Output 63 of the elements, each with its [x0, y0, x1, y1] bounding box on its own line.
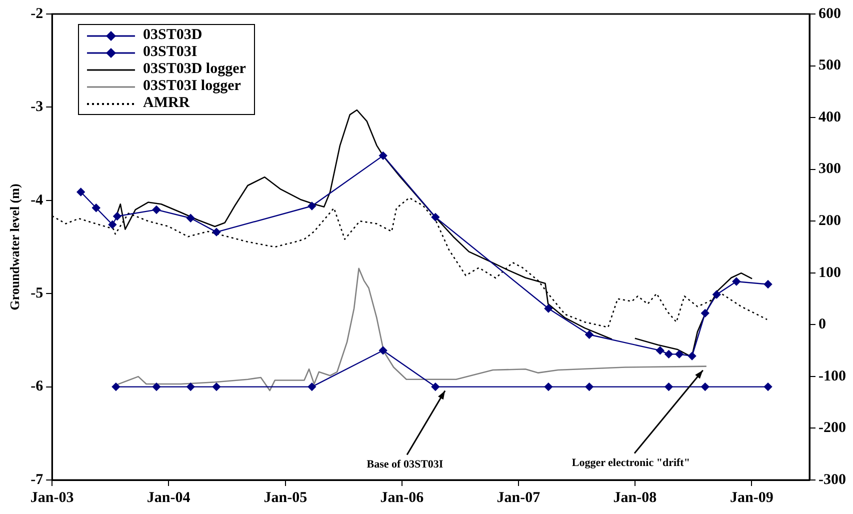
- point: [152, 206, 161, 214]
- y2-tick-label: 500: [818, 58, 842, 74]
- annotation: Logger electronic "drift": [572, 457, 690, 470]
- point: [308, 382, 316, 391]
- y-tick-label: -4: [30, 192, 44, 208]
- point: [688, 352, 696, 360]
- y2-tick-label: 200: [818, 212, 842, 229]
- point: [76, 188, 85, 196]
- legend-label: 03ST03I logger: [143, 78, 241, 95]
- point: [664, 382, 673, 391]
- point: [378, 346, 388, 355]
- point: [712, 290, 721, 299]
- point: [431, 213, 440, 222]
- point: [764, 382, 772, 391]
- legend-label: 03ST03I: [143, 44, 198, 61]
- point: [544, 382, 553, 391]
- x-tick-label: Jan-03: [30, 490, 74, 506]
- point: [585, 330, 594, 339]
- x-tick-label: Jan-04: [146, 490, 191, 506]
- legend-label: AMRR: [143, 95, 190, 112]
- x-tick-label: Jan-07: [496, 490, 541, 506]
- y-tick-label: -3: [30, 99, 44, 116]
- point: [152, 382, 161, 391]
- x-tick-label: Jan-09: [730, 490, 774, 506]
- point: [431, 382, 440, 391]
- point: [701, 382, 710, 391]
- y-tick-label: -5: [30, 285, 44, 302]
- point: [656, 346, 664, 355]
- legend-label: 03ST03D: [143, 27, 202, 44]
- point: [108, 220, 117, 229]
- annotation: Base of 03ST03I: [366, 458, 444, 471]
- point: [212, 228, 221, 236]
- y-tick-label: -7: [30, 472, 44, 488]
- y2-tick-label: 100: [818, 264, 842, 281]
- point: [544, 304, 553, 313]
- point: [675, 350, 684, 358]
- point: [112, 382, 120, 391]
- x-tick-label: Jan-08: [613, 490, 657, 506]
- legend-label: 03ST03D logger: [143, 61, 246, 78]
- point: [664, 350, 673, 358]
- y-tick-label: -2: [30, 6, 44, 22]
- point: [92, 204, 100, 212]
- point: [186, 382, 195, 391]
- point: [732, 277, 741, 286]
- y-tick-label: -6: [30, 378, 44, 395]
- point: [186, 214, 195, 222]
- y2-tick-label: 600: [818, 6, 842, 22]
- y2-tick-label: 300: [818, 161, 842, 178]
- point: [764, 280, 772, 288]
- point: [701, 309, 710, 318]
- y2-tick-label: -100: [818, 368, 846, 384]
- y-axis-title: Groundwater level (m): [7, 184, 22, 310]
- x-tick-label: Jan-06: [380, 490, 424, 506]
- point: [212, 382, 221, 391]
- x-tick-label: Jan-05: [264, 490, 308, 506]
- y2-tick-label: 400: [818, 109, 842, 126]
- point: [378, 152, 388, 160]
- y2-tick-label: 0: [818, 316, 826, 333]
- point: [308, 202, 316, 210]
- point: [585, 382, 594, 391]
- y2-tick-label: -300: [818, 472, 846, 488]
- point: [113, 212, 122, 220]
- y2-tick-label: -200: [818, 420, 846, 436]
